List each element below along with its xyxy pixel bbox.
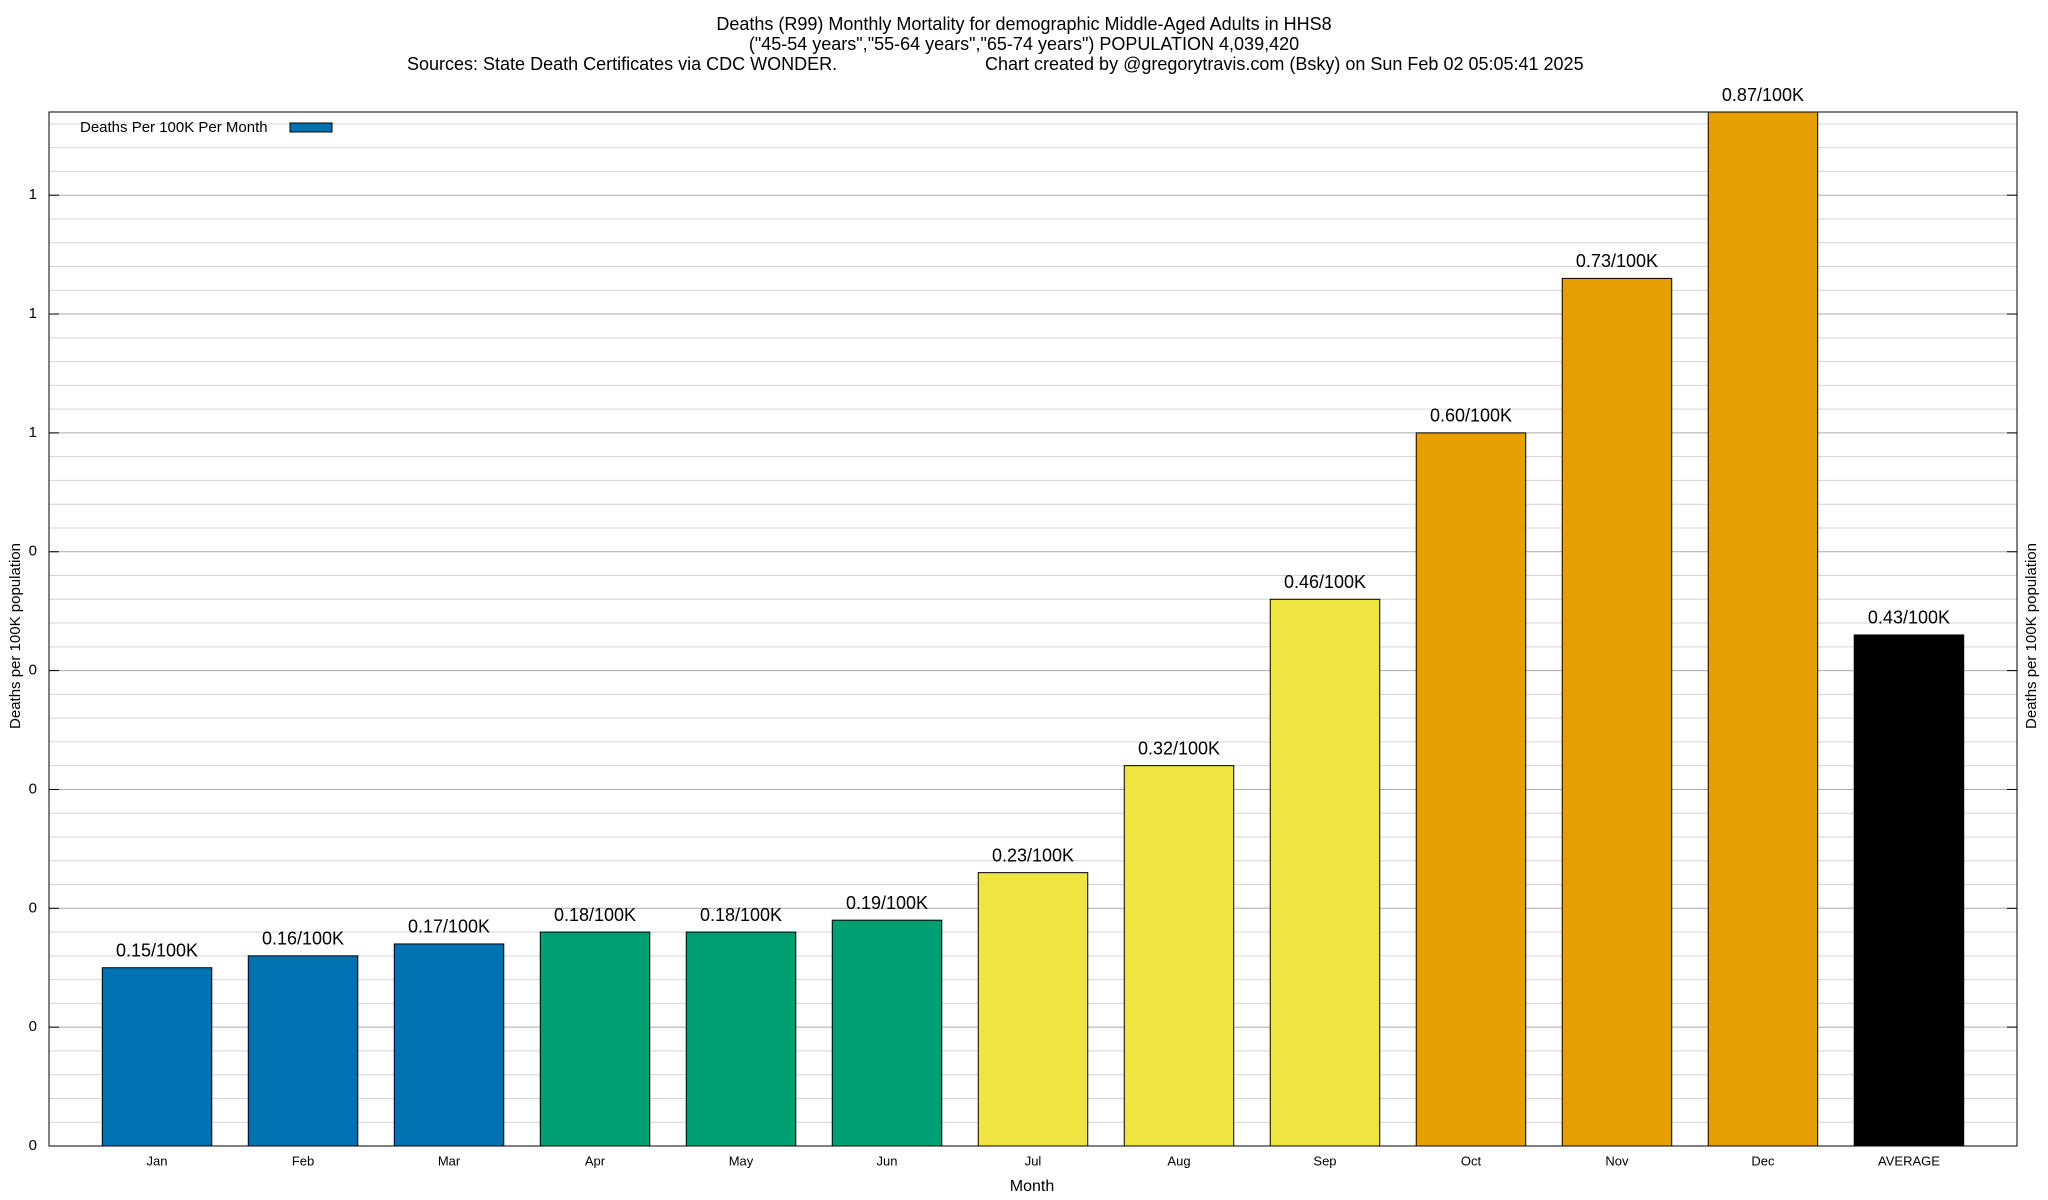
x-tick-label: Aug xyxy=(1167,1153,1190,1168)
bar xyxy=(977,872,1089,1147)
y-tick-label: 1 xyxy=(29,424,37,441)
x-axis-label: Month xyxy=(1010,1178,1054,1195)
x-tick-label: Jan xyxy=(147,1153,168,1168)
bar xyxy=(1269,598,1381,1147)
bar xyxy=(1707,111,1819,1147)
x-tick-label: Feb xyxy=(292,1153,314,1168)
value-label: 0.32/100K xyxy=(1138,738,1220,758)
bar xyxy=(539,931,651,1147)
bar xyxy=(1415,432,1527,1147)
x-tick-label: Sep xyxy=(1313,1153,1336,1168)
value-label: 0.17/100K xyxy=(408,917,490,937)
x-tick-label: Nov xyxy=(1605,1153,1629,1168)
value-label: 0.23/100K xyxy=(992,845,1074,865)
value-label: 0.43/100K xyxy=(1868,608,1950,628)
y-tick-label: 0 xyxy=(29,899,37,916)
value-label: 0.15/100K xyxy=(116,940,198,960)
bar xyxy=(1123,765,1235,1147)
x-tick-label: AVERAGE xyxy=(1878,1153,1940,1168)
bar xyxy=(685,931,797,1147)
y-tick-label: 0 xyxy=(29,662,37,679)
bar xyxy=(393,943,505,1147)
x-tick-label: Jul xyxy=(1025,1153,1042,1168)
y-tick-label: 1 xyxy=(29,186,37,203)
value-label: 0.87/100K xyxy=(1722,85,1804,105)
x-tick-label: May xyxy=(729,1153,754,1168)
y-tick-label: 0 xyxy=(29,780,37,797)
x-tick-label: Dec xyxy=(1751,1153,1775,1168)
value-label: 0.60/100K xyxy=(1430,406,1512,426)
chart-title: Deaths (R99) Monthly Mortality for demog… xyxy=(716,14,1331,34)
value-label: 0.73/100K xyxy=(1576,251,1658,271)
y-tick-label: 0 xyxy=(29,543,37,560)
y-tick-label: 0 xyxy=(29,1137,37,1154)
legend-swatch xyxy=(289,122,333,133)
y-tick-label: 0 xyxy=(29,1018,37,1035)
bar xyxy=(101,967,213,1147)
value-label: 0.19/100K xyxy=(846,893,928,913)
y-axis-label: Deaths per 100K population xyxy=(7,543,24,729)
bar xyxy=(1853,634,1965,1147)
x-tick-label: Mar xyxy=(438,1153,461,1168)
value-label: 0.18/100K xyxy=(554,905,636,925)
x-tick-label: Jun xyxy=(877,1153,898,1168)
bar xyxy=(247,955,359,1147)
y-axis-label-right: Deaths per 100K population xyxy=(2023,543,2040,729)
bar xyxy=(1561,277,1673,1147)
y-tick-label: 1 xyxy=(29,305,37,322)
value-label: 0.46/100K xyxy=(1284,572,1366,592)
value-label: 0.16/100K xyxy=(262,929,344,949)
x-tick-label: Apr xyxy=(585,1153,606,1168)
legend-label: Deaths Per 100K Per Month xyxy=(80,119,268,136)
credit: Chart created by @gregorytravis.com (Bsk… xyxy=(985,54,1584,74)
bar xyxy=(831,919,943,1147)
chart-subtitle: ("45-54 years","55-64 years","65-74 year… xyxy=(749,34,1299,54)
source: Sources: State Death Certificates via CD… xyxy=(407,54,837,74)
value-label: 0.18/100K xyxy=(700,905,782,925)
x-tick-label: Oct xyxy=(1461,1153,1482,1168)
